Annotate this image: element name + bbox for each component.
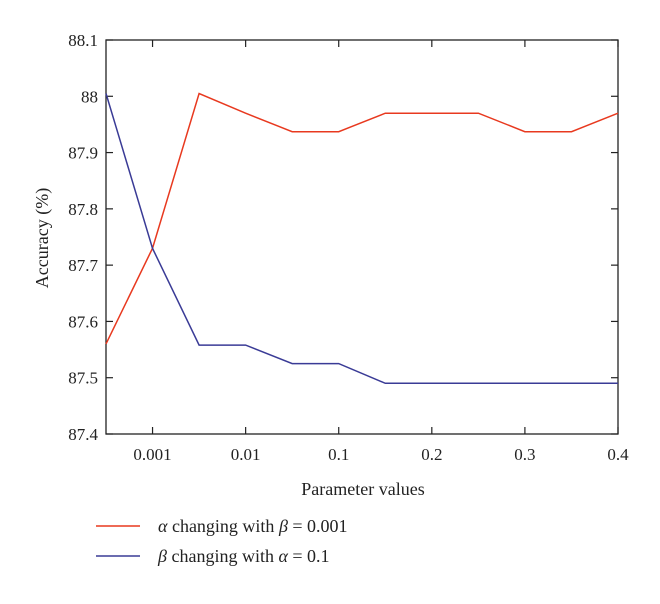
legend-label-1: α changing with β = 0.001 bbox=[158, 516, 348, 536]
y-tick-label: 88 bbox=[81, 87, 98, 106]
plot-frame bbox=[105, 39, 619, 435]
series-layer bbox=[105, 92, 619, 385]
y-tick-label: 87.5 bbox=[68, 369, 98, 388]
legend-text-part: = 0.1 bbox=[288, 546, 330, 566]
y-tick-label: 87.9 bbox=[68, 144, 98, 163]
x-axis-label: Parameter values bbox=[301, 479, 424, 499]
legend-text-part: α bbox=[278, 546, 288, 566]
legend-label-2: β changing with α = 0.1 bbox=[157, 546, 330, 566]
x-tick-label: 0.001 bbox=[133, 445, 171, 464]
y-axis-ticks: 87.4 87.5 87.6 87.7 87.8 87.9 88 88.1 bbox=[68, 31, 618, 444]
series-line-2 bbox=[105, 93, 618, 385]
y-tick-label: 87.7 bbox=[68, 256, 98, 275]
y-tick-label: 87.6 bbox=[68, 312, 98, 331]
legend-text-part: = 0.001 bbox=[288, 516, 348, 536]
legend-text-part: α bbox=[158, 516, 168, 536]
series-line-1 bbox=[105, 92, 619, 345]
x-tick-label: 0.3 bbox=[514, 445, 535, 464]
legend-text-part: changing with bbox=[167, 546, 278, 566]
legend-text-part: β bbox=[157, 546, 167, 566]
x-tick-label: 0.01 bbox=[231, 445, 261, 464]
y-tick-label: 88.1 bbox=[68, 31, 98, 50]
y-tick-label: 87.4 bbox=[68, 425, 98, 444]
plot-area bbox=[105, 39, 619, 435]
legend-text-part: changing with bbox=[167, 516, 278, 536]
x-axis-ticks: 0.001 0.01 0.1 0.2 0.3 0.4 bbox=[133, 40, 629, 464]
x-tick-label: 0.4 bbox=[607, 445, 629, 464]
x-tick-label: 0.1 bbox=[328, 445, 349, 464]
y-axis-label: Accuracy (%) bbox=[32, 188, 53, 288]
x-tick-label: 0.2 bbox=[421, 445, 442, 464]
legend-text-part: β bbox=[278, 516, 288, 536]
y-tick-label: 87.8 bbox=[68, 200, 98, 219]
